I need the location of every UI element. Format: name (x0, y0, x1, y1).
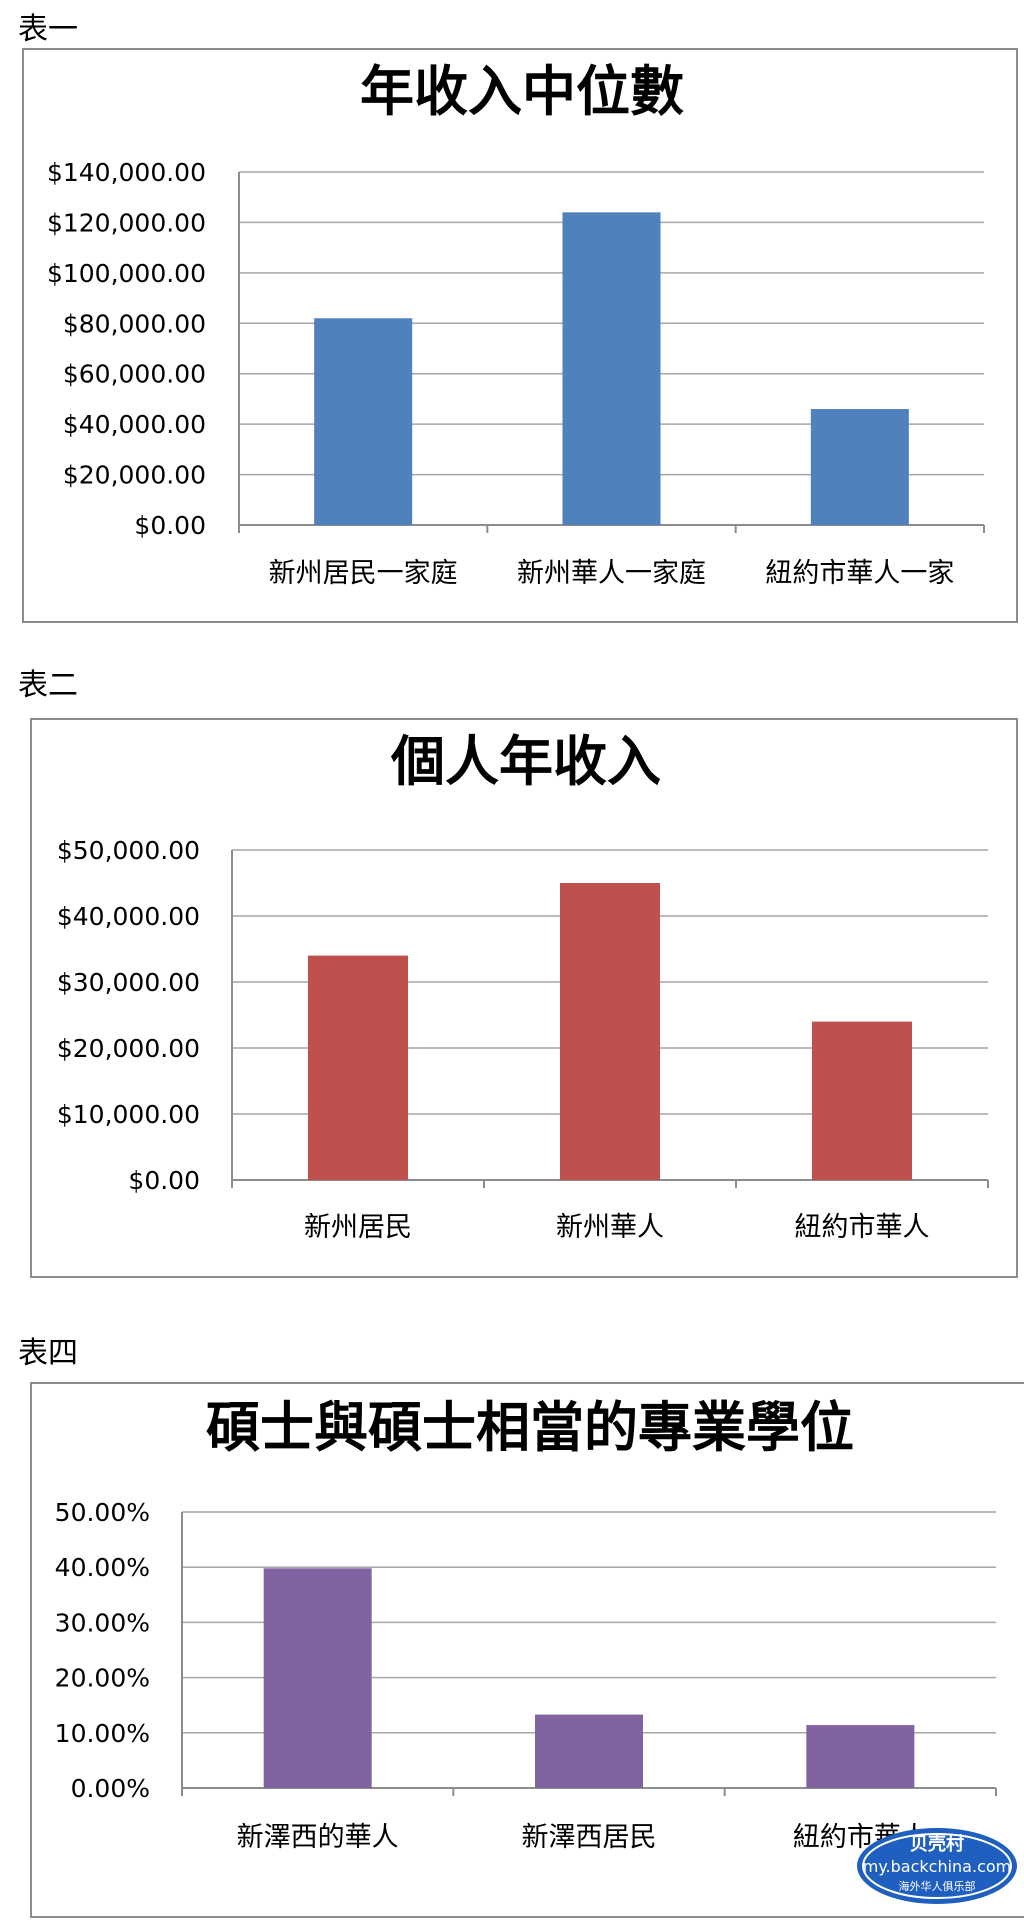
y-tick-label: 30.00% (55, 1608, 150, 1637)
y-tick-label: $40,000.00 (63, 410, 206, 439)
bar (562, 212, 661, 526)
x-category-label: 紐約市華人一家 (765, 558, 954, 589)
backchina-watermark-logo: 贝壳村 my.backchina.com 海外华人俱乐部 (855, 1826, 1020, 1906)
x-category-label: 新州居民 (304, 1212, 412, 1243)
x-category-label: 紐約市華人 (795, 1212, 930, 1243)
logo-line2: my.backchina.com (863, 1857, 1011, 1876)
y-tick-label: 0.00% (71, 1774, 150, 1803)
x-category-label: 新澤西居民 (522, 1822, 657, 1853)
y-tick-label: 50.00% (55, 1498, 150, 1527)
section-label-2: 表二 (18, 668, 78, 703)
chart-title: 年收入中位數 (360, 60, 684, 123)
y-tick-label: $100,000.00 (47, 259, 206, 288)
section-label-3: 表四 (18, 1336, 78, 1371)
x-category-label: 新州華人一家庭 (517, 558, 706, 589)
chart-annual-household-income-svg: 年收入中位數 $0.00 $20,000.00 $40,000.00 $60,000.0… (47, 60, 985, 589)
y-tick-label: 40.00% (55, 1553, 150, 1582)
x-category-label: 新州華人 (556, 1212, 664, 1243)
y-tick-label: $40,000.00 (57, 902, 200, 931)
chart-annual-household-income: 年收入中位數 $0.00 $20,000.00 $40,000.00 $60,000.0… (22, 48, 1018, 623)
y-tick-label: $80,000.00 (63, 309, 206, 338)
logo-line3: 海外华人俱乐部 (899, 1879, 976, 1893)
chart-title: 碩士與碩士相當的專業學位 (206, 1396, 854, 1459)
y-tick-label: $140,000.00 (47, 158, 206, 187)
x-category-label: 新州居民一家庭 (269, 558, 458, 589)
y-tick-label: 20.00% (55, 1664, 150, 1693)
chart-title: 個人年收入 (390, 730, 661, 793)
y-tick-label: $50,000.00 (57, 836, 200, 865)
y-tick-label: $20,000.00 (57, 1034, 200, 1063)
chart-masters-degree-svg: 碩士與碩士相當的專業學位 0.00% 10.00% 20.00% 30.00% 40.00… (55, 1396, 997, 1853)
logo-ring (862, 1833, 1012, 1899)
backchina-logo-svg: 贝壳村 my.backchina.com 海外华人俱乐部 (857, 1828, 1017, 1904)
chart-personal-income: 個人年收入 $0.00 $10,000.00 $20,000.00 $30,000.00… (30, 718, 1018, 1278)
y-tick-label: $20,000.00 (63, 461, 206, 490)
y-tick-label: $30,000.00 (57, 968, 200, 997)
bar (560, 883, 660, 1180)
logo-line1: 贝壳村 (910, 1833, 964, 1855)
bar (263, 1568, 372, 1788)
y-tick-label: $10,000.00 (57, 1100, 200, 1129)
bar (314, 318, 413, 525)
bar (308, 955, 408, 1180)
chart-masters-degree: 碩士與碩士相當的專業學位 0.00% 10.00% 20.00% 30.00% 40.00… (30, 1382, 1024, 1918)
y-tick-label: $60,000.00 (63, 360, 206, 389)
y-tick-label: $120,000.00 (47, 208, 206, 237)
y-tick-label: $0.00 (134, 511, 206, 540)
logo-ellipse (857, 1828, 1017, 1904)
bar (810, 409, 909, 525)
y-tick-label: $0.00 (128, 1166, 200, 1195)
bar (812, 1021, 912, 1180)
x-category-label: 新澤西的華人 (237, 1822, 399, 1853)
y-tick-label: 10.00% (55, 1719, 150, 1748)
bar (806, 1725, 915, 1788)
bar (535, 1714, 643, 1788)
section-label-1: 表一 (18, 12, 78, 47)
chart-personal-income-svg: 個人年收入 $0.00 $10,000.00 $20,000.00 $30,000.00… (57, 730, 989, 1243)
